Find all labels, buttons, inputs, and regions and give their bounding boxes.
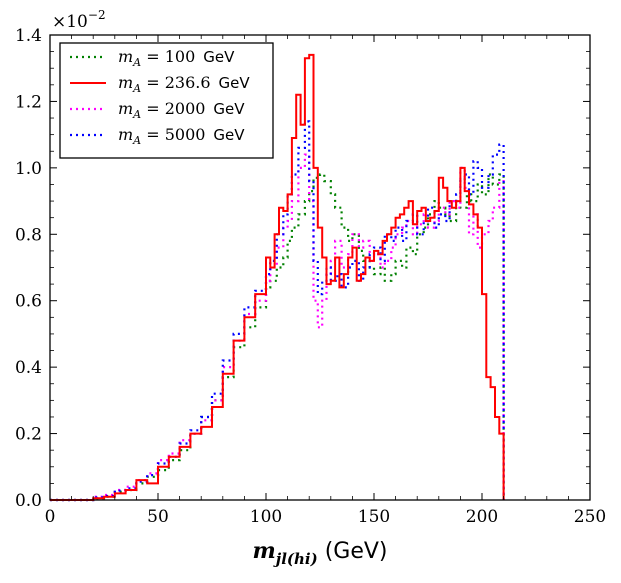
y-tick-label: 0.8 (15, 225, 42, 245)
y-tick-label: 1.4 (15, 26, 42, 46)
legend-unit: GeV (219, 74, 251, 92)
x-tick-label: 200 (466, 507, 498, 527)
legend-math: m (118, 73, 133, 92)
legend-sub: A (132, 134, 141, 147)
legend-unit: GeV (213, 126, 245, 144)
legend-value: = 236.6 (141, 73, 210, 92)
y-tick-label: 0.6 (15, 292, 42, 312)
x-tick-label: 0 (45, 507, 56, 527)
y-tick-label: 0.4 (15, 358, 42, 378)
x-tick-label: 250 (574, 507, 606, 527)
x-tick-label: 100 (250, 507, 282, 527)
legend-entry: mA = 5000 GeV (118, 125, 245, 147)
y-tick-label: 0.0 (15, 491, 42, 511)
legend-value: = 100 (141, 47, 195, 66)
legend-sub: A (132, 108, 141, 121)
axis-tick-labels: 0 50 100 150 200 250 0.0 0.2 0.4 0.6 0.8 1.0 1.2 1.4 (15, 26, 606, 527)
legend-unit: GeV (213, 100, 245, 118)
legend-box (59, 42, 274, 159)
legend-math: m (118, 125, 133, 144)
series-layer (50, 53, 505, 502)
y-tick-label: 0.2 (15, 425, 42, 445)
x-axis-label: mjl(hi) (GeV) (252, 538, 387, 568)
legend-sub: A (132, 82, 141, 95)
legend-entry: mA = 2000 GeV (118, 99, 245, 121)
y-tick-label: 1.0 (15, 159, 42, 179)
x-tick-label: 150 (358, 507, 390, 527)
legend-value: = 2000 (141, 99, 205, 118)
legend-unit: GeV (203, 48, 235, 66)
y-tick-label: 1.2 (15, 92, 42, 112)
series-line (50, 120, 505, 502)
x-tick-label: 50 (147, 507, 169, 527)
y-multiplier: ×10−2 (52, 8, 106, 32)
legend-math: m (118, 47, 133, 66)
legend-math: m (118, 99, 133, 118)
legend-entry: mA = 100 GeV (118, 47, 235, 69)
legend-value: = 5000 (141, 125, 205, 144)
series-line (50, 53, 505, 501)
legend-entry: mA = 236.6 GeV (118, 73, 250, 95)
legend-sub: A (132, 56, 141, 69)
axis-ticks (49, 34, 591, 501)
